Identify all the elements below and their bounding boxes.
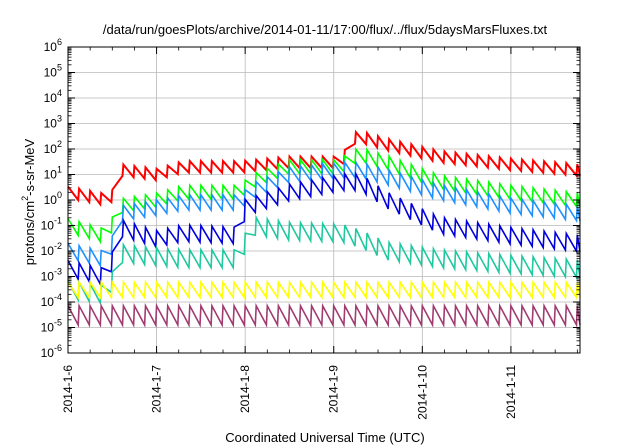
- axes: 10-610-510-410-310-210-11001011021031041…: [41, 37, 581, 420]
- y-tick-base: 10: [44, 117, 58, 131]
- y-tick-label: 106: [44, 37, 62, 54]
- y-tick-base: 10: [44, 40, 58, 54]
- y-tick-base: 10: [44, 168, 58, 182]
- series-line-2: [67, 159, 581, 269]
- y-tick-base: 10: [41, 295, 55, 309]
- y-tick-label: 10-6: [41, 343, 62, 360]
- y-tick-label: 10-5: [41, 318, 62, 335]
- y-tick-exponent: 4: [57, 88, 62, 98]
- y-tick-base: 10: [41, 346, 55, 360]
- x-tick-label: 2014-1-7: [150, 365, 164, 413]
- y-tick-exponent: -2: [54, 241, 62, 251]
- x-tick-label: 2014-1-8: [238, 365, 252, 413]
- x-tick-label: 2014-1-9: [327, 365, 341, 413]
- series-line-6: [67, 302, 581, 328]
- series-line-5: [67, 279, 581, 300]
- y-tick-base: 10: [41, 219, 55, 233]
- series-line-4: [67, 214, 581, 306]
- y-tick-label: 103: [44, 114, 62, 131]
- y-tick-exponent: -3: [54, 267, 62, 277]
- y-tick-base: 10: [44, 91, 58, 105]
- y-tick-base: 10: [41, 321, 55, 335]
- y-tick-label: 104: [44, 88, 62, 105]
- y-tick-exponent: -5: [54, 318, 62, 328]
- y-tick-base: 10: [41, 270, 55, 284]
- x-tick-label: 2014-1-11: [504, 365, 518, 419]
- y-tick-exponent: -4: [54, 292, 62, 302]
- x-axis-label: Coordinated Universal Time (UTC): [225, 430, 424, 445]
- y-tick-exponent: 3: [57, 114, 62, 124]
- y-tick-exponent: 2: [57, 139, 62, 149]
- y-tick-base: 10: [44, 142, 58, 156]
- series-line-3: [67, 170, 581, 287]
- y-axis-label: protons/cm2-s-sr-MeV: [20, 138, 37, 265]
- x-tick-label: 2014-1-10: [415, 365, 429, 420]
- x-tick-label: 2014-1-6: [61, 365, 75, 413]
- y-tick-exponent: -1: [54, 216, 62, 226]
- chart-title: /data/run/goesPlots/archive/2014-01-11/1…: [103, 22, 548, 37]
- y-tick-label: 10-2: [41, 241, 62, 258]
- series-layer: [67, 129, 581, 328]
- y-tick-label: 101: [44, 165, 62, 182]
- y-tick-exponent: 1: [57, 165, 62, 175]
- y-tick-label: 10-1: [41, 216, 62, 233]
- y-tick-base: 10: [41, 244, 55, 258]
- y-tick-exponent: 6: [57, 37, 62, 47]
- y-tick-base: 10: [44, 66, 58, 80]
- y-tick-label: 105: [44, 63, 62, 80]
- y-tick-exponent: 5: [57, 63, 62, 73]
- y-tick-exponent: -6: [54, 343, 62, 353]
- y-axis-label-part1: protons/cm: [22, 201, 37, 265]
- y-tick-exponent: 0: [57, 190, 62, 200]
- series-line-0: [67, 129, 581, 207]
- y-tick-label: 102: [44, 139, 62, 156]
- y-axis-label-sup: 2: [20, 196, 30, 201]
- y-tick-base: 10: [44, 193, 58, 207]
- y-tick-label: 100: [44, 190, 62, 207]
- y-tick-label: 10-4: [41, 292, 62, 309]
- y-tick-label: 10-3: [41, 267, 62, 284]
- y-axis-label-part2: -s-sr-MeV: [22, 138, 37, 195]
- plot-frame: [67, 46, 581, 354]
